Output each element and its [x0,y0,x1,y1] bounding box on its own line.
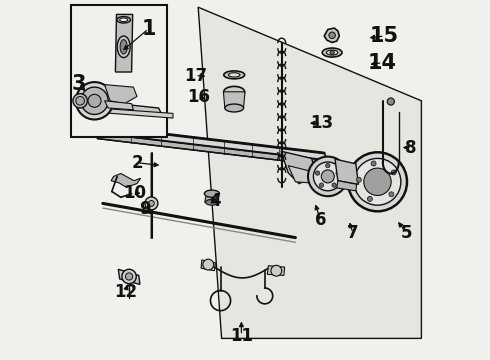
Ellipse shape [117,36,130,58]
Ellipse shape [117,17,130,23]
Circle shape [125,273,133,280]
Text: 7: 7 [347,224,359,242]
Circle shape [371,161,376,166]
Circle shape [145,197,158,210]
Circle shape [308,157,347,196]
Ellipse shape [326,50,338,55]
Circle shape [271,265,282,276]
Circle shape [203,259,214,270]
Text: 14: 14 [368,53,397,73]
Polygon shape [205,195,219,202]
Polygon shape [281,151,317,184]
Circle shape [76,82,113,120]
Circle shape [76,96,84,105]
Circle shape [329,32,335,39]
Circle shape [368,197,372,202]
Text: 15: 15 [370,26,399,46]
Ellipse shape [206,199,218,205]
Text: 5: 5 [401,224,413,242]
Polygon shape [90,101,162,115]
Circle shape [148,201,154,206]
Polygon shape [98,126,328,160]
Circle shape [332,183,336,187]
Circle shape [321,170,334,183]
Circle shape [387,98,394,105]
Polygon shape [288,166,320,184]
Polygon shape [337,181,357,191]
Circle shape [389,192,394,197]
Circle shape [354,158,401,205]
Text: 3: 3 [72,73,86,94]
Circle shape [122,269,136,284]
Circle shape [336,171,340,175]
Ellipse shape [204,190,220,197]
Ellipse shape [225,104,244,112]
Polygon shape [98,108,173,118]
Ellipse shape [120,40,127,54]
Circle shape [88,94,101,107]
Polygon shape [116,14,133,72]
Circle shape [356,177,362,183]
Polygon shape [198,7,421,338]
Polygon shape [201,260,216,271]
Circle shape [348,152,407,211]
Text: 8: 8 [405,139,416,157]
Circle shape [73,94,87,108]
Bar [72,5,167,137]
Ellipse shape [224,86,245,97]
Text: 13: 13 [310,114,333,132]
Polygon shape [98,133,324,166]
Polygon shape [118,269,140,284]
Polygon shape [324,28,339,42]
Circle shape [316,171,319,175]
Text: 10: 10 [123,184,146,202]
Text: 17: 17 [184,67,207,85]
Ellipse shape [228,73,240,77]
Ellipse shape [224,71,245,79]
Circle shape [330,50,334,55]
Text: 9: 9 [139,200,151,218]
Polygon shape [268,266,285,275]
Ellipse shape [120,18,127,22]
Text: 16: 16 [187,88,210,106]
Polygon shape [104,101,133,110]
Ellipse shape [322,48,342,57]
Text: 1: 1 [141,19,156,39]
Text: 11: 11 [230,327,253,345]
Circle shape [326,163,330,168]
Polygon shape [335,159,358,184]
Polygon shape [111,174,141,187]
Polygon shape [104,85,137,104]
Text: 12: 12 [114,283,137,301]
Polygon shape [223,92,245,108]
Text: 4: 4 [210,192,221,210]
Circle shape [319,183,323,187]
Circle shape [391,170,396,175]
Circle shape [364,168,391,195]
Text: 6: 6 [315,211,326,229]
Circle shape [314,162,342,191]
Text: 2: 2 [131,154,143,172]
Circle shape [81,87,108,114]
